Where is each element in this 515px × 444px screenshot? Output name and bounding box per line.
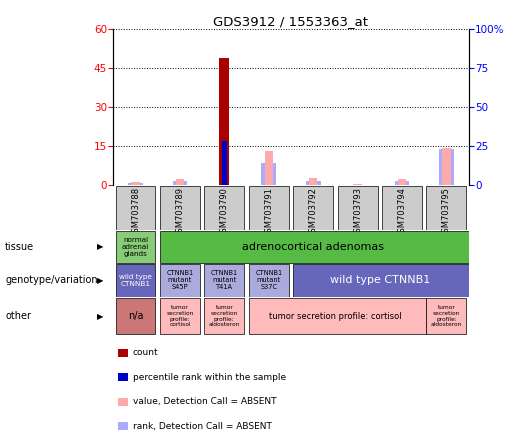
- FancyBboxPatch shape: [160, 264, 200, 297]
- Text: other: other: [5, 311, 31, 321]
- Text: ▶: ▶: [97, 276, 104, 285]
- Bar: [442, 148, 451, 186]
- Bar: [306, 181, 320, 186]
- Text: genotype/variation: genotype/variation: [5, 275, 98, 285]
- FancyBboxPatch shape: [249, 186, 289, 230]
- Text: CTNNB1
mutant
S37C: CTNNB1 mutant S37C: [255, 270, 282, 290]
- Text: GSM703789: GSM703789: [176, 187, 184, 238]
- Text: CTNNB1
mutant
S45P: CTNNB1 mutant S45P: [166, 270, 194, 290]
- Text: n/a: n/a: [128, 311, 143, 321]
- Text: percentile rank within the sample: percentile rank within the sample: [133, 373, 286, 382]
- Text: count: count: [133, 349, 159, 357]
- Bar: [262, 163, 276, 186]
- Bar: [131, 182, 140, 186]
- FancyBboxPatch shape: [115, 186, 156, 230]
- Bar: [265, 151, 273, 186]
- Text: GSM703794: GSM703794: [398, 187, 406, 238]
- Bar: [222, 141, 227, 186]
- Title: GDS3912 / 1553363_at: GDS3912 / 1553363_at: [214, 15, 368, 28]
- Text: wild type CTNNB1: wild type CTNNB1: [330, 275, 430, 285]
- Bar: [398, 179, 406, 186]
- Text: GSM703790: GSM703790: [220, 187, 229, 238]
- FancyBboxPatch shape: [115, 231, 156, 263]
- Text: CTNNB1
mutant
T41A: CTNNB1 mutant T41A: [211, 270, 238, 290]
- Text: value, Detection Call = ABSENT: value, Detection Call = ABSENT: [133, 397, 277, 406]
- FancyBboxPatch shape: [426, 298, 467, 334]
- Text: GSM703793: GSM703793: [353, 187, 362, 238]
- FancyBboxPatch shape: [115, 264, 156, 297]
- Text: normal
adrenal
glands: normal adrenal glands: [122, 237, 149, 257]
- FancyBboxPatch shape: [293, 186, 333, 230]
- Bar: [173, 181, 187, 186]
- FancyBboxPatch shape: [160, 231, 469, 263]
- Text: tumor
secretion
profile:
aldosteron: tumor secretion profile: aldosteron: [431, 305, 462, 327]
- FancyBboxPatch shape: [115, 298, 156, 334]
- Text: ▶: ▶: [97, 242, 104, 251]
- FancyBboxPatch shape: [426, 186, 467, 230]
- FancyBboxPatch shape: [382, 186, 422, 230]
- Text: GSM703788: GSM703788: [131, 187, 140, 238]
- FancyBboxPatch shape: [249, 298, 426, 334]
- Text: tissue: tissue: [5, 242, 35, 252]
- FancyBboxPatch shape: [249, 264, 289, 297]
- Text: ▶: ▶: [97, 312, 104, 321]
- FancyBboxPatch shape: [204, 186, 244, 230]
- FancyBboxPatch shape: [204, 298, 244, 334]
- Bar: [439, 149, 454, 186]
- FancyBboxPatch shape: [160, 298, 200, 334]
- Bar: [219, 58, 229, 186]
- Text: tumor
secretion
profile:
aldosteron: tumor secretion profile: aldosteron: [209, 305, 240, 327]
- Bar: [353, 183, 362, 186]
- Text: wild type
CTNNB1: wild type CTNNB1: [119, 274, 152, 287]
- Bar: [176, 179, 184, 186]
- Bar: [309, 178, 317, 186]
- FancyBboxPatch shape: [160, 186, 200, 230]
- Text: tumor secretion profile: cortisol: tumor secretion profile: cortisol: [269, 312, 402, 321]
- Bar: [128, 183, 143, 186]
- Text: GSM703791: GSM703791: [264, 187, 273, 238]
- Text: GSM703795: GSM703795: [442, 187, 451, 238]
- Text: rank, Detection Call = ABSENT: rank, Detection Call = ABSENT: [133, 422, 272, 431]
- FancyBboxPatch shape: [338, 186, 377, 230]
- Text: GSM703792: GSM703792: [308, 187, 318, 238]
- Text: tumor
secretion
profile:
cortisol: tumor secretion profile: cortisol: [166, 305, 194, 327]
- FancyBboxPatch shape: [293, 264, 471, 297]
- Bar: [394, 182, 409, 186]
- Text: adrenocortical adenomas: adrenocortical adenomas: [242, 242, 384, 252]
- FancyBboxPatch shape: [204, 264, 244, 297]
